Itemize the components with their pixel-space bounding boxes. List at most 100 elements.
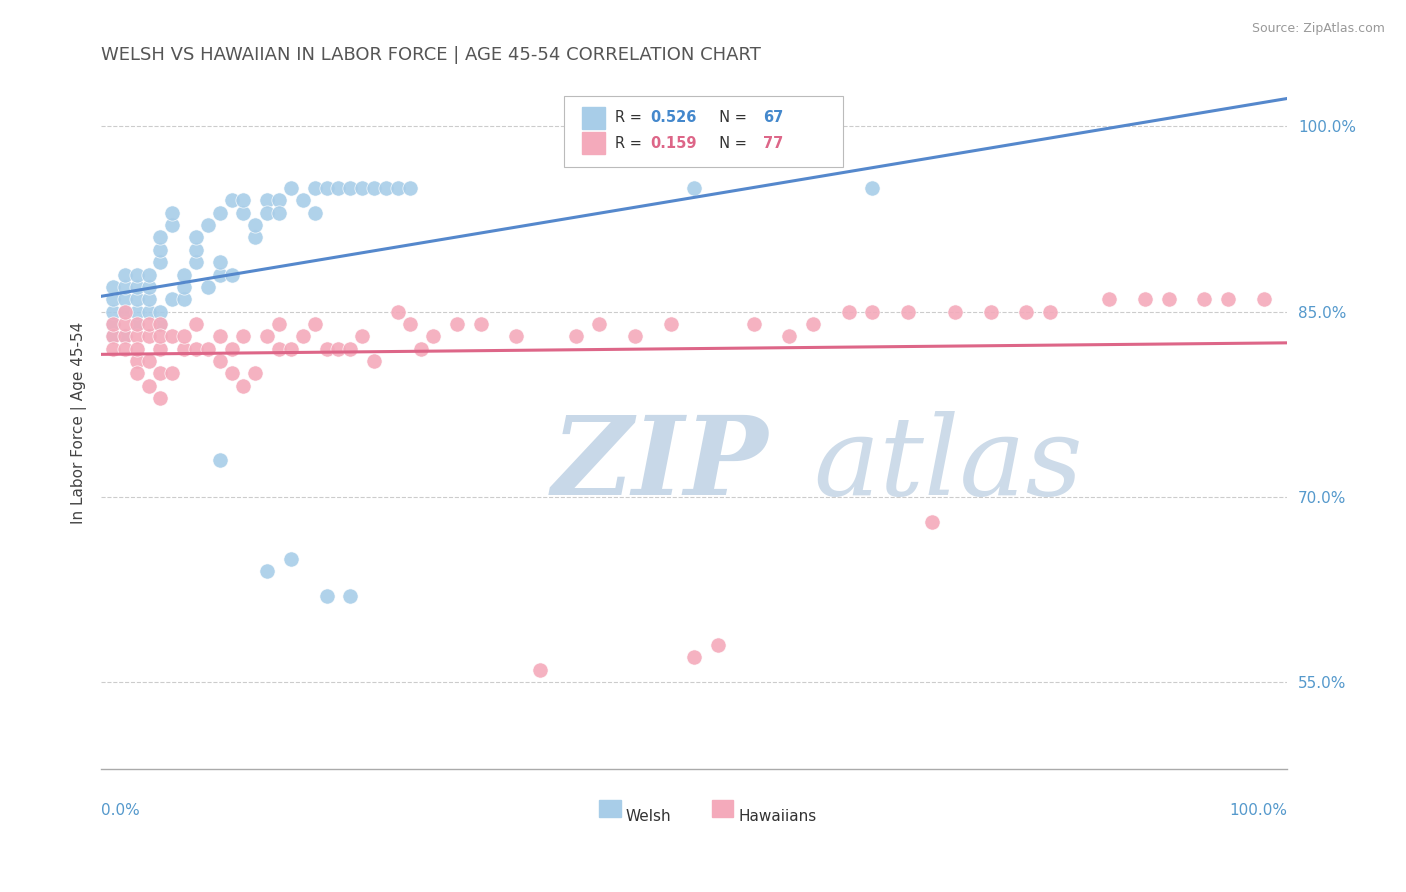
- Point: [149, 304, 172, 318]
- Point: [398, 181, 420, 195]
- Point: [125, 317, 148, 331]
- Point: [588, 317, 610, 331]
- Point: [304, 317, 326, 331]
- Point: [245, 230, 267, 244]
- Point: [162, 206, 184, 220]
- Point: [173, 268, 195, 282]
- Point: [921, 515, 943, 529]
- Point: [304, 206, 326, 220]
- Point: [529, 663, 551, 677]
- Text: R =: R =: [614, 111, 647, 125]
- Point: [149, 243, 172, 257]
- Point: [328, 342, 350, 356]
- Point: [101, 329, 124, 343]
- Point: [1194, 292, 1216, 306]
- Point: [138, 304, 160, 318]
- Point: [114, 280, 136, 294]
- Point: [101, 292, 124, 306]
- Point: [778, 329, 800, 343]
- Point: [398, 317, 420, 331]
- Point: [267, 342, 290, 356]
- Text: ZIP: ZIP: [553, 410, 769, 518]
- Text: Welsh: Welsh: [626, 809, 671, 824]
- Point: [339, 589, 361, 603]
- Point: [101, 304, 124, 318]
- Bar: [711, 800, 734, 817]
- Point: [801, 317, 824, 331]
- Point: [659, 317, 682, 331]
- Text: 0.526: 0.526: [651, 111, 697, 125]
- Point: [197, 218, 219, 232]
- Point: [245, 218, 267, 232]
- Point: [125, 292, 148, 306]
- Point: [1216, 292, 1239, 306]
- Point: [184, 230, 207, 244]
- Point: [837, 304, 859, 318]
- Point: [125, 317, 148, 331]
- Point: [114, 329, 136, 343]
- Point: [208, 452, 231, 467]
- Point: [114, 329, 136, 343]
- Point: [149, 255, 172, 269]
- Point: [1015, 304, 1038, 318]
- Point: [221, 342, 243, 356]
- Point: [173, 280, 195, 294]
- Point: [125, 280, 148, 294]
- Point: [291, 329, 314, 343]
- Point: [315, 589, 337, 603]
- Point: [125, 354, 148, 368]
- Point: [624, 329, 647, 343]
- Point: [897, 304, 920, 318]
- Point: [1039, 304, 1062, 318]
- Point: [291, 194, 314, 208]
- Point: [101, 329, 124, 343]
- Point: [138, 292, 160, 306]
- Text: 100.0%: 100.0%: [1229, 803, 1288, 818]
- Point: [505, 329, 527, 343]
- Point: [387, 304, 409, 318]
- Point: [114, 317, 136, 331]
- Point: [221, 268, 243, 282]
- Text: N =: N =: [710, 111, 751, 125]
- Point: [280, 342, 302, 356]
- Point: [149, 317, 172, 331]
- Point: [101, 342, 124, 356]
- Point: [101, 317, 124, 331]
- Point: [184, 342, 207, 356]
- Point: [256, 564, 278, 578]
- Point: [208, 268, 231, 282]
- Point: [352, 181, 374, 195]
- Point: [162, 218, 184, 232]
- FancyBboxPatch shape: [564, 96, 842, 167]
- Point: [374, 181, 396, 195]
- Point: [221, 367, 243, 381]
- Point: [149, 391, 172, 405]
- Point: [1133, 292, 1156, 306]
- Point: [125, 367, 148, 381]
- Point: [114, 342, 136, 356]
- Point: [256, 194, 278, 208]
- Point: [280, 551, 302, 566]
- Bar: [582, 107, 606, 128]
- Point: [315, 181, 337, 195]
- Point: [138, 329, 160, 343]
- Point: [339, 342, 361, 356]
- Point: [1157, 292, 1180, 306]
- Point: [943, 304, 966, 318]
- Text: N =: N =: [710, 136, 751, 151]
- Point: [267, 317, 290, 331]
- Point: [162, 292, 184, 306]
- Point: [315, 342, 337, 356]
- Text: atlas: atlas: [813, 410, 1083, 518]
- Point: [363, 181, 385, 195]
- Point: [1253, 292, 1275, 306]
- Point: [162, 329, 184, 343]
- Point: [114, 304, 136, 318]
- Point: [683, 181, 706, 195]
- Point: [114, 268, 136, 282]
- Point: [232, 206, 254, 220]
- Point: [387, 181, 409, 195]
- Point: [267, 206, 290, 220]
- Point: [221, 194, 243, 208]
- Point: [256, 206, 278, 220]
